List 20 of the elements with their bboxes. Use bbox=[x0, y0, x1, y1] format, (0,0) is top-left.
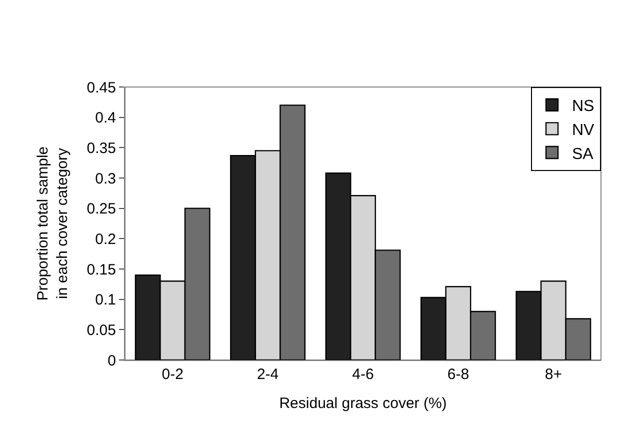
x-tick-label: 0-2 bbox=[162, 366, 184, 383]
y-tick-label: 0.4 bbox=[95, 110, 116, 127]
y-tick-label: 0.25 bbox=[86, 200, 116, 218]
x-tick-label: 4-6 bbox=[352, 366, 374, 383]
legend-label: NV bbox=[572, 122, 595, 139]
x-tick-label: 8+ bbox=[544, 366, 562, 383]
x-axis-title: Residual grass cover (%) bbox=[279, 395, 447, 412]
x-tick-label: 6-8 bbox=[447, 366, 470, 383]
y-axis-title: Proportion total sample in each cover category bbox=[34, 146, 72, 301]
legend-label: NS bbox=[572, 98, 594, 116]
y-tick-label: 0.05 bbox=[86, 322, 116, 339]
legend-label: SA bbox=[572, 146, 594, 163]
y-tick-label: 0.35 bbox=[86, 140, 116, 157]
y-tick-label: 0.1 bbox=[95, 292, 116, 309]
x-tick-label: 2-4 bbox=[256, 366, 279, 383]
y-tick-label: 0.45 bbox=[86, 79, 116, 96]
y-tick-label: 0.15 bbox=[86, 261, 116, 278]
y-tick-label: 0.2 bbox=[95, 230, 116, 248]
y-tick-label: 0 bbox=[108, 352, 116, 370]
y-tick-label: 0.3 bbox=[95, 170, 116, 188]
